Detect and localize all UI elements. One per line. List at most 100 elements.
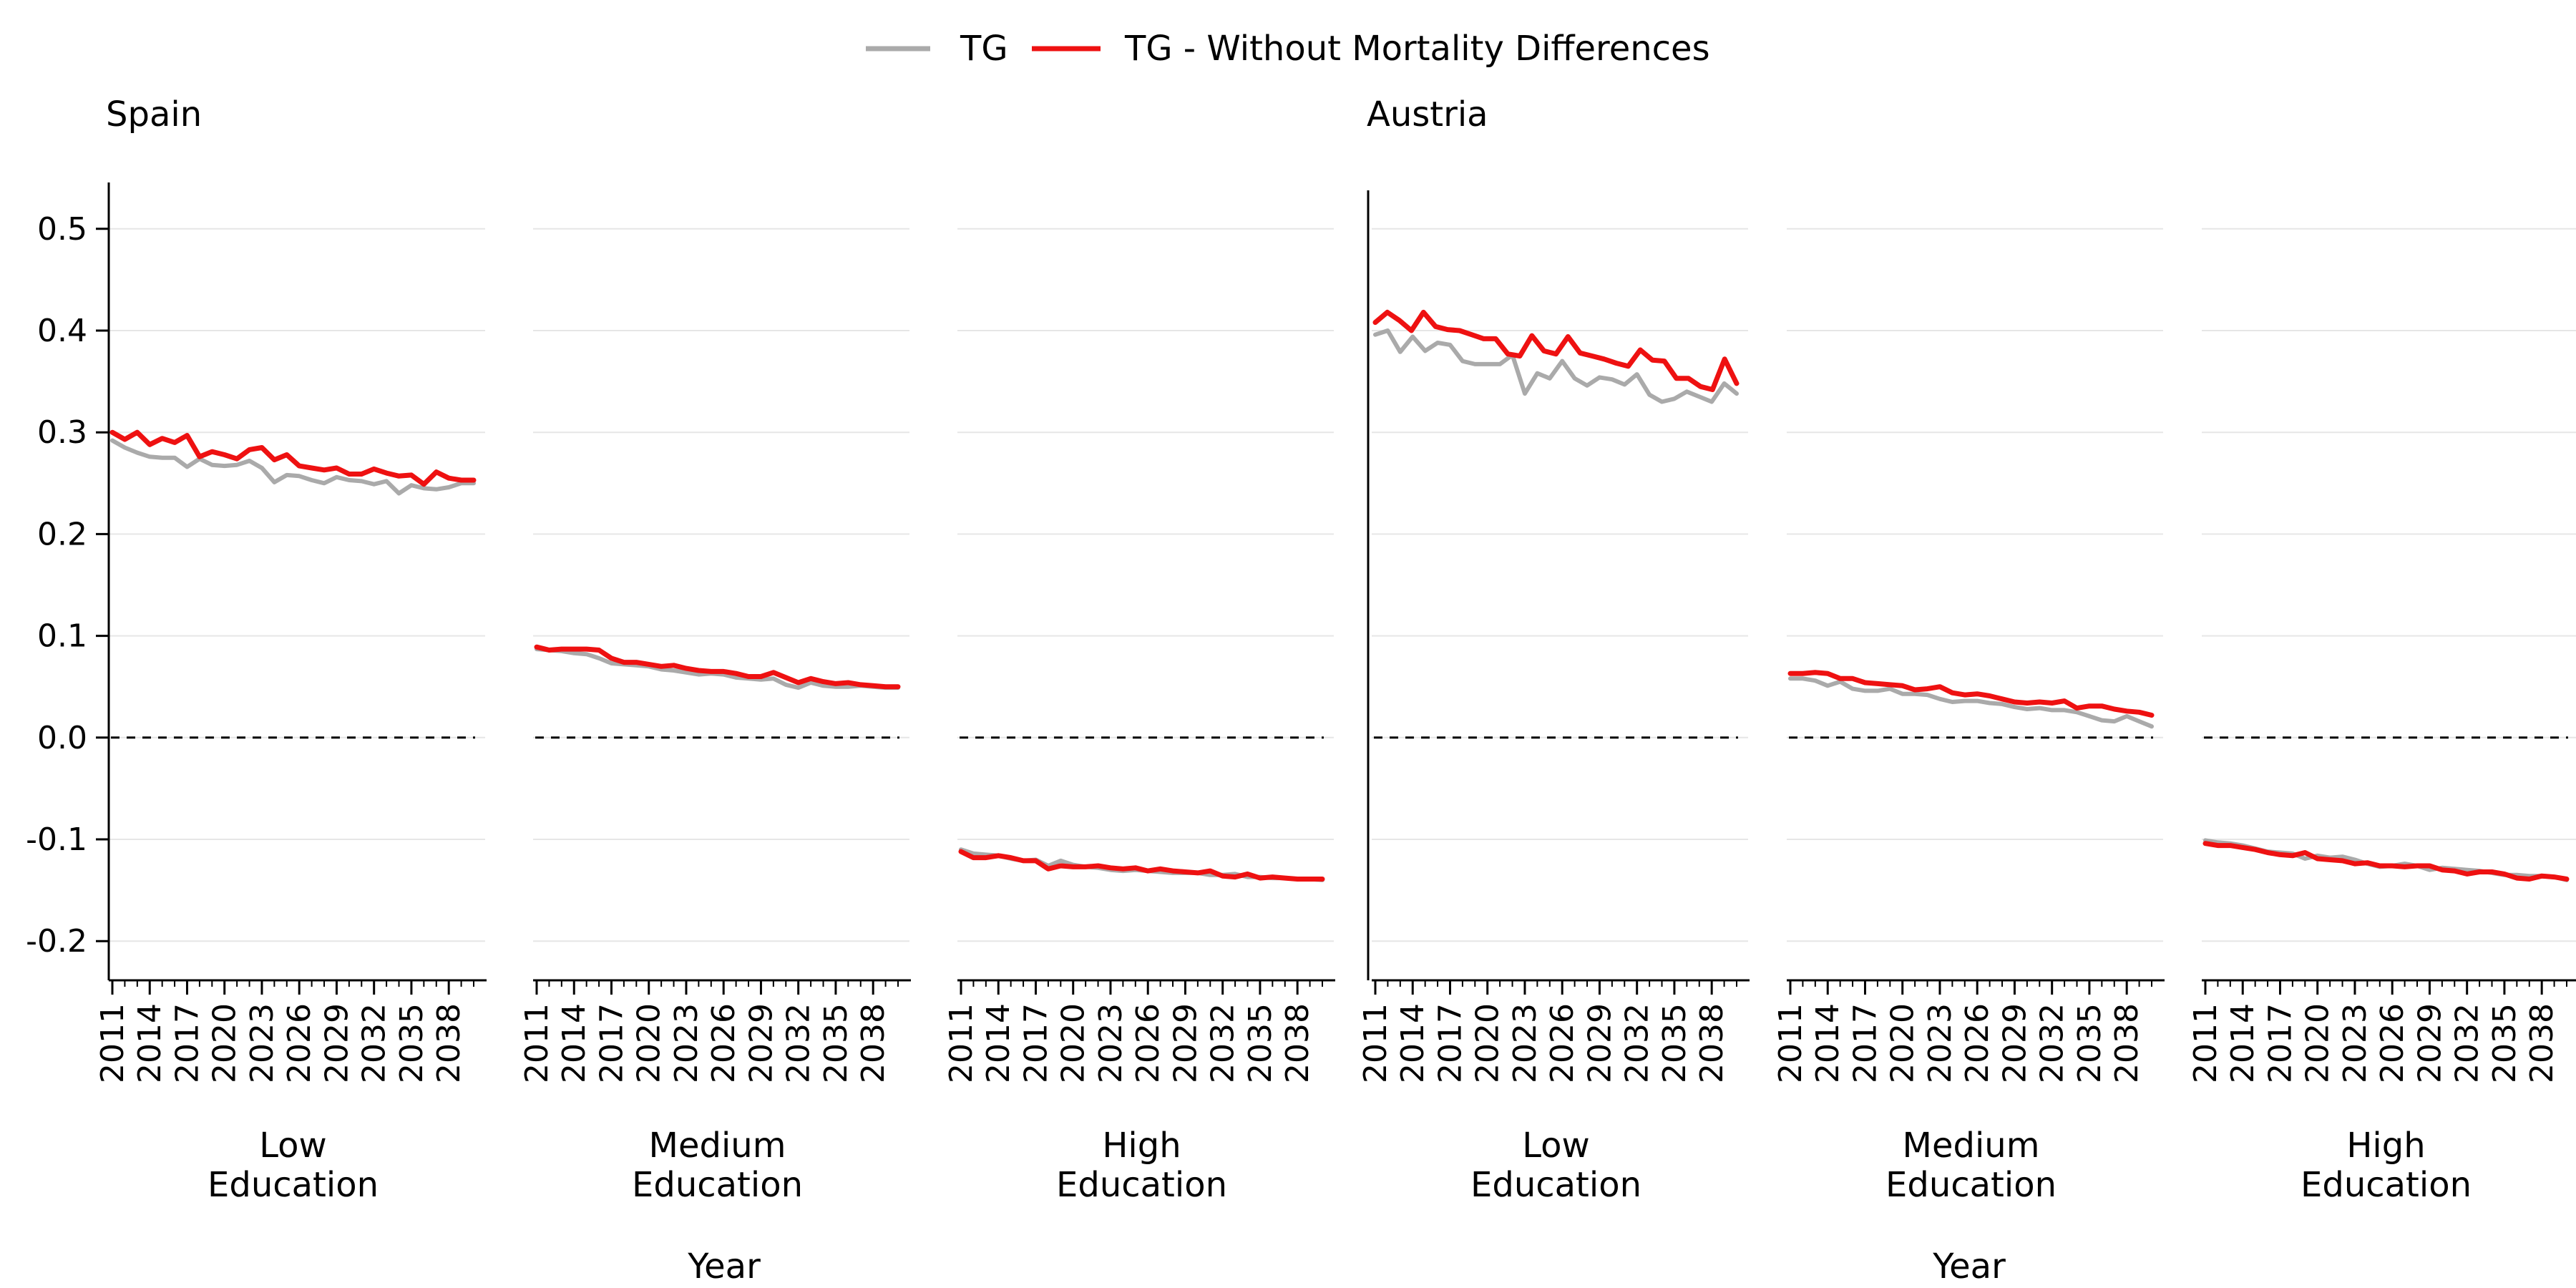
x-tick-label-austria-high-2029: 2029 bbox=[2411, 1003, 2448, 1083]
panel-austria-medium: 2011 2014 2017 2020 2023 2026 2029 2032 2035 2038… bbox=[1772, 228, 2165, 1205]
panel-label-austria-high-1: Education bbox=[2301, 1165, 2472, 1205]
x-tick-label-austria-low-2032: 2032 bbox=[1619, 1003, 1656, 1083]
x-tick-label-austria-low-2023: 2023 bbox=[1507, 1003, 1543, 1083]
x-tick-label-austria-low-2038: 2038 bbox=[1694, 1003, 1730, 1083]
x-tick-label-austria-low-2026: 2026 bbox=[1544, 1003, 1581, 1083]
panel-label-austria-high-0: High bbox=[2346, 1126, 2425, 1166]
panel-label-austria-medium-1: Education bbox=[1885, 1165, 2057, 1205]
x-tick-label-austria-high-2026: 2026 bbox=[2374, 1003, 2411, 1083]
series-line-austria-low-tg bbox=[1373, 328, 1739, 404]
x-tick-label-spain-medium-2017: 2017 bbox=[593, 1003, 630, 1083]
y-tick-label-1: 0.4 bbox=[37, 313, 87, 349]
panel-label-austria-low-0: Low bbox=[1522, 1126, 1590, 1166]
series-line-austria-medium-tg-without-mortality bbox=[1787, 670, 2155, 718]
x-tick-label-austria-high-2032: 2032 bbox=[2449, 1003, 2486, 1083]
x-tick-label-spain-low-2017: 2017 bbox=[169, 1003, 205, 1083]
y-tick-label-0: 0.5 bbox=[37, 211, 87, 248]
x-tick-label-spain-low-2023: 2023 bbox=[244, 1003, 280, 1083]
x-tick-label-austria-medium-2032: 2032 bbox=[2034, 1003, 2071, 1083]
x-tick-label-austria-medium-2026: 2026 bbox=[1959, 1003, 1996, 1083]
x-tick-label-austria-high-2023: 2023 bbox=[2337, 1003, 2373, 1083]
x-tick-label-spain-high-2029: 2029 bbox=[1167, 1003, 1204, 1083]
panel-label-austria-low-1: Education bbox=[1470, 1165, 1641, 1205]
panel-label-spain-high-1: Education bbox=[1056, 1165, 1227, 1205]
country-title-austria: Austria bbox=[1367, 94, 1488, 135]
series-line-spain-low-tg-without-mortality bbox=[109, 429, 477, 487]
y-tick-label-3: 0.2 bbox=[37, 516, 87, 552]
x-tick-label-spain-medium-2011: 2011 bbox=[519, 1003, 555, 1083]
panel-spain-high: 2011 2014 2017 2020 2023 2026 2029 2032 2035 2038… bbox=[943, 228, 1335, 1205]
x-tick-label-austria-low-2014: 2014 bbox=[1395, 1003, 1431, 1083]
x-tick-label-austria-high-2020: 2020 bbox=[2300, 1003, 2336, 1083]
legend-label-tg-without-mortality: TG - Without Mortality Differences bbox=[1124, 29, 1710, 69]
panel-spain-low: 2011 2014 2017 2020 2023 2026 2029 2032 2035 2038… bbox=[94, 228, 487, 1205]
x-axis-title-spain: Year bbox=[687, 1246, 761, 1287]
legend-label-tg: TG bbox=[960, 29, 1008, 69]
y-axis-spain: 0.5 0.4 0.3 0.2 0.1 0.0 -0.1 -0.2 bbox=[26, 182, 110, 980]
x-tick-label-austria-medium-2011: 2011 bbox=[1772, 1003, 1809, 1083]
y-tick-label-5: 0.0 bbox=[37, 720, 87, 756]
y-tick-label-2: 0.3 bbox=[37, 414, 87, 451]
legend: TG TG - Without Mortality Differences bbox=[866, 29, 1710, 69]
x-tick-label-austria-medium-2017: 2017 bbox=[1847, 1003, 1883, 1083]
y-tick-label-4: 0.1 bbox=[37, 618, 87, 655]
y-tick-label-6: -0.1 bbox=[26, 821, 87, 858]
x-tick-label-spain-medium-2026: 2026 bbox=[706, 1003, 742, 1083]
panel-austria-low: 2011 2014 2017 2020 2023 2026 2029 2032 2035 2038… bbox=[1357, 228, 1750, 1205]
x-tick-label-austria-low-2017: 2017 bbox=[1432, 1003, 1468, 1083]
x-tick-label-austria-high-2014: 2014 bbox=[2225, 1003, 2261, 1083]
x-tick-label-spain-high-2026: 2026 bbox=[1130, 1003, 1166, 1083]
x-tick-label-austria-high-2011: 2011 bbox=[2187, 1003, 2224, 1083]
x-tick-label-spain-medium-2032: 2032 bbox=[781, 1003, 817, 1083]
series-line-spain-medium-tg-without-mortality bbox=[534, 644, 901, 690]
x-tick-label-spain-medium-2014: 2014 bbox=[556, 1003, 592, 1083]
x-tick-label-spain-high-2035: 2035 bbox=[1242, 1003, 1279, 1083]
x-tick-label-spain-medium-2035: 2035 bbox=[818, 1003, 854, 1083]
x-tick-label-spain-medium-2020: 2020 bbox=[631, 1003, 668, 1083]
x-tick-label-austria-medium-2035: 2035 bbox=[2072, 1003, 2108, 1083]
x-tick-label-austria-medium-2029: 2029 bbox=[1996, 1003, 2033, 1083]
x-tick-label-austria-low-2020: 2020 bbox=[1470, 1003, 1506, 1083]
country-title-spain: Spain bbox=[106, 94, 202, 135]
x-tick-label-spain-low-2035: 2035 bbox=[394, 1003, 430, 1083]
x-tick-label-austria-medium-2014: 2014 bbox=[1810, 1003, 1846, 1083]
x-tick-label-spain-high-2038: 2038 bbox=[1279, 1003, 1316, 1083]
x-axis-title-austria: Year bbox=[1932, 1246, 2006, 1287]
x-tick-label-spain-low-2032: 2032 bbox=[356, 1003, 393, 1083]
x-tick-label-spain-high-2020: 2020 bbox=[1055, 1003, 1092, 1083]
x-tick-label-spain-high-2032: 2032 bbox=[1205, 1003, 1241, 1083]
panel-spain-medium: 2011 2014 2017 2020 2023 2026 2029 2032 2035 2038… bbox=[519, 228, 911, 1205]
series-line-spain-high-tg-without-mortality bbox=[958, 849, 1325, 882]
x-tick-label-spain-medium-2038: 2038 bbox=[855, 1003, 892, 1083]
panel-label-austria-medium-0: Medium bbox=[1903, 1126, 2040, 1166]
series-line-austria-low-tg-without-mortality bbox=[1372, 309, 1740, 392]
chart-panels: 2011 2014 2017 2020 2023 2026 2029 2032 2035 2038… bbox=[26, 182, 2576, 1205]
x-tick-label-austria-low-2011: 2011 bbox=[1357, 1003, 1394, 1083]
panel-label-spain-low-0: Low bbox=[259, 1126, 327, 1166]
x-tick-label-austria-medium-2023: 2023 bbox=[1922, 1003, 1958, 1083]
x-tick-label-austria-high-2038: 2038 bbox=[2524, 1003, 2560, 1083]
x-tick-label-spain-low-2038: 2038 bbox=[431, 1003, 467, 1083]
panel-label-spain-medium-0: Medium bbox=[649, 1126, 786, 1166]
x-tick-label-spain-low-2020: 2020 bbox=[207, 1003, 243, 1083]
panel-label-spain-high-0: High bbox=[1102, 1126, 1181, 1166]
x-tick-label-spain-low-2029: 2029 bbox=[318, 1003, 355, 1083]
series-line-austria-high-tg-without-mortality bbox=[2202, 841, 2570, 882]
x-tick-label-austria-low-2029: 2029 bbox=[1581, 1003, 1618, 1083]
panel-austria-high: 2011 2014 2017 2020 2023 2026 2029 2032 2035 2038… bbox=[2187, 228, 2576, 1205]
x-tick-label-spain-low-2011: 2011 bbox=[94, 1003, 131, 1083]
series-line-spain-low-tg bbox=[110, 438, 476, 496]
x-tick-label-austria-high-2035: 2035 bbox=[2487, 1003, 2523, 1083]
x-tick-label-spain-high-2017: 2017 bbox=[1018, 1003, 1054, 1083]
panel-label-spain-low-1: Education bbox=[208, 1165, 379, 1205]
y-tick-label-7: -0.2 bbox=[26, 923, 87, 960]
x-tick-label-spain-high-2014: 2014 bbox=[980, 1003, 1017, 1083]
x-tick-label-spain-low-2026: 2026 bbox=[281, 1003, 318, 1083]
x-tick-label-spain-high-2023: 2023 bbox=[1093, 1003, 1129, 1083]
x-tick-label-austria-medium-2020: 2020 bbox=[1885, 1003, 1921, 1083]
x-tick-label-spain-low-2014: 2014 bbox=[132, 1003, 168, 1083]
x-tick-label-spain-medium-2023: 2023 bbox=[668, 1003, 705, 1083]
x-tick-label-austria-medium-2038: 2038 bbox=[2109, 1003, 2145, 1083]
